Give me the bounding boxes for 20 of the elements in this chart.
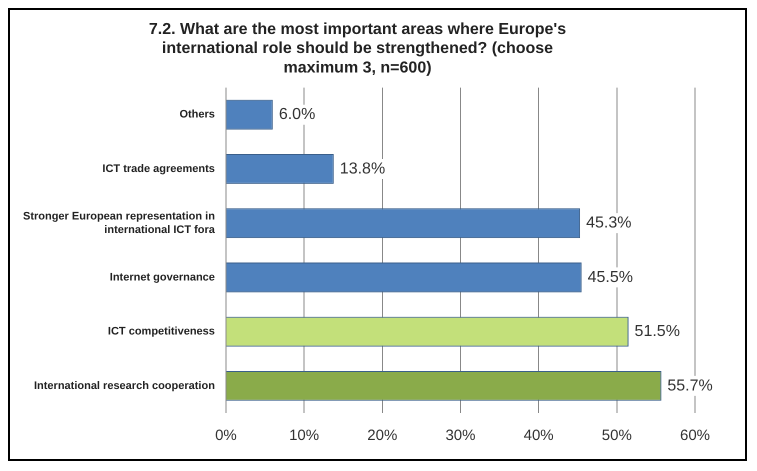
y-tick-label: Internet governance bbox=[110, 271, 215, 284]
y-tick-label: Stronger European representation in international ICT fora bbox=[23, 210, 216, 236]
x-tick-label: 40% bbox=[524, 427, 554, 444]
x-tick-label: 50% bbox=[602, 427, 632, 444]
y-tick-label: ICT trade agreements bbox=[102, 162, 215, 175]
x-tick-label: 10% bbox=[289, 427, 320, 444]
x-tick-label: 30% bbox=[445, 427, 476, 444]
x-tick-label: 20% bbox=[367, 427, 398, 444]
chart-title: 7.2. What are the most important areas where Europe's international role should be strengthened? (choose maximum 3, n=600) bbox=[148, 21, 566, 76]
x-tick-label: 0% bbox=[215, 427, 237, 444]
data-label: 45.5% bbox=[588, 268, 634, 286]
y-tick-label: International research cooperation bbox=[34, 380, 216, 392]
data-label: 13.8% bbox=[340, 160, 386, 178]
data-label: 6.0% bbox=[278, 106, 316, 124]
y-tick-label: ICT competitiveness bbox=[108, 326, 215, 338]
y-tick-label: Others bbox=[179, 108, 215, 121]
data-label: 51.5% bbox=[634, 323, 680, 340]
data-label: 55.7% bbox=[667, 377, 713, 394]
data-label: 45.3% bbox=[586, 214, 632, 232]
x-tick-label: 60% bbox=[680, 427, 710, 444]
